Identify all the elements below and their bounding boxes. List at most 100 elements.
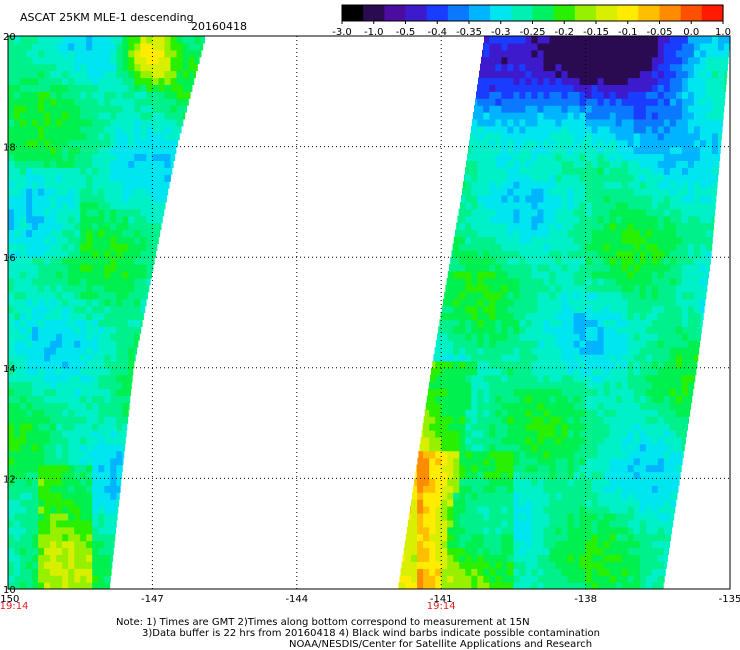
- swath-cell: [573, 243, 581, 251]
- swath-cell: [459, 575, 466, 583]
- swath-cell: [110, 471, 117, 479]
- swath-cell: [477, 250, 484, 258]
- swath-cell: [86, 506, 93, 514]
- swath-cell: [681, 388, 689, 396]
- swath-cell: [8, 340, 15, 348]
- swath-cell: [152, 215, 159, 224]
- swath-cell: [591, 319, 599, 327]
- swath-cell: [56, 222, 63, 231]
- swath-cell: [501, 526, 508, 535]
- swath-cell: [74, 395, 81, 403]
- swath-cell: [495, 457, 502, 466]
- swath-cell: [68, 84, 75, 92]
- swath-cell: [687, 215, 695, 224]
- swath-cell: [579, 582, 587, 589]
- swath-cell: [615, 354, 623, 362]
- swath-cell: [543, 395, 551, 403]
- swath-cell: [92, 333, 99, 341]
- swath-cell: [573, 167, 581, 175]
- swath-cell: [194, 42, 202, 51]
- swath-cell: [453, 513, 460, 521]
- swath-cell: [603, 312, 611, 320]
- swath-cell: [463, 181, 466, 189]
- swath-cell: [467, 153, 472, 161]
- swath-cell: [26, 554, 33, 562]
- swath-cell: [555, 139, 563, 148]
- swath-cell: [663, 264, 671, 272]
- swath-cell: [92, 153, 99, 161]
- swath-cell: [68, 264, 75, 272]
- swath-cell: [441, 423, 448, 431]
- swath-cell: [693, 153, 701, 161]
- swath-cell: [152, 132, 159, 141]
- swath-cell: [110, 298, 117, 307]
- swath-cell: [597, 243, 605, 251]
- swath-cell: [38, 402, 45, 410]
- swath-cell: [645, 340, 653, 348]
- swath-cell: [80, 360, 87, 369]
- swath-cell: [20, 526, 27, 535]
- colorbar-label: -0.4: [427, 27, 447, 38]
- swath-cell: [128, 236, 135, 244]
- swath-cell: [585, 395, 593, 403]
- swath-cell: [573, 554, 581, 562]
- swath-cell: [609, 271, 617, 279]
- swath-cell: [603, 236, 611, 244]
- swath-cell: [56, 77, 63, 85]
- swath-cell: [44, 347, 51, 355]
- swath-cell: [669, 506, 676, 514]
- swath-cell: [471, 333, 478, 341]
- swath-cell: [423, 554, 430, 562]
- swath-cell: [609, 540, 617, 549]
- swath-cell: [104, 174, 111, 182]
- swath-cell: [549, 561, 557, 569]
- swath-cell: [14, 42, 21, 51]
- swath-cell: [110, 312, 117, 320]
- swath-cell: [657, 125, 665, 134]
- swath-cell: [74, 236, 81, 244]
- swath-cell: [38, 243, 45, 251]
- swath-cell: [98, 112, 105, 120]
- swath-cell: [50, 298, 57, 307]
- swath-cell: [651, 188, 659, 196]
- swath-cell: [537, 277, 545, 286]
- swath-cell: [68, 568, 75, 576]
- swath-cell: [134, 305, 141, 314]
- swath-cell: [621, 506, 629, 514]
- swath-cell: [146, 215, 153, 224]
- swath-cell: [687, 416, 689, 424]
- swath-cell: [80, 98, 87, 106]
- swath-cell: [8, 208, 15, 217]
- swath-cell: [14, 49, 21, 58]
- swath-cell: [98, 195, 105, 203]
- swath-cell: [447, 271, 454, 279]
- swath-cell: [429, 582, 436, 589]
- swath-cell: [441, 457, 448, 466]
- swath-cell: [471, 215, 478, 224]
- swath-cell: [537, 360, 545, 369]
- swath-cell: [453, 312, 460, 320]
- swath-cell: [579, 533, 587, 542]
- swath-cell: [681, 402, 689, 410]
- swath-cell: [140, 63, 147, 72]
- swath-cell: [164, 174, 171, 182]
- swath-cell: [38, 409, 45, 417]
- swath-cell: [62, 354, 69, 362]
- swath-cell: [116, 478, 122, 486]
- swath-cell: [483, 575, 490, 583]
- swath-cell: [128, 139, 135, 148]
- swath-cell: [663, 409, 671, 417]
- swath-cell: [116, 499, 120, 507]
- swath-cell: [669, 195, 677, 203]
- swath-cell: [699, 236, 707, 244]
- swath-cell: [26, 354, 33, 362]
- swath-cell: [435, 423, 442, 431]
- swath-cell: [44, 36, 51, 44]
- swath-cell: [519, 395, 526, 403]
- swath-cell: [645, 499, 653, 507]
- swath-cell: [50, 409, 57, 417]
- swath-cell: [32, 98, 39, 106]
- swath-cell: [633, 478, 641, 486]
- swath-cell: [585, 340, 593, 348]
- swath-cell: [687, 195, 695, 203]
